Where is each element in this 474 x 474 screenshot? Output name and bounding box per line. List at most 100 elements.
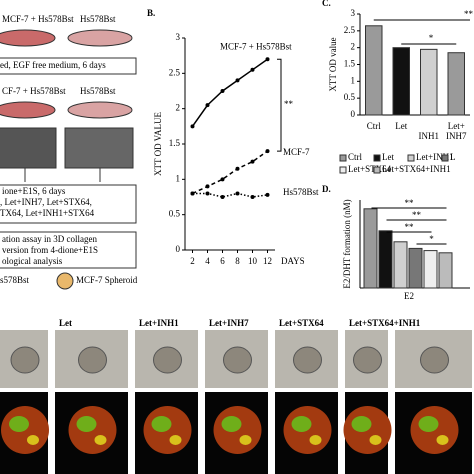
bar [392, 47, 410, 116]
legend-swatch [339, 166, 347, 174]
schematic-text: Hs578Bst [80, 86, 116, 96]
point [250, 195, 255, 199]
schematic-text: ed, EGF free medium, 6 days [0, 60, 106, 70]
series-line [192, 192, 268, 198]
fluorescence-yellow [239, 435, 252, 445]
fluorescence-green [151, 416, 172, 432]
point [250, 67, 255, 72]
y-tick-label: 2.5 [344, 25, 356, 35]
bar [420, 48, 438, 116]
y-tick-label: 1.5 [169, 138, 181, 148]
fluorescence-yellow [309, 435, 322, 445]
annotation: * [429, 234, 434, 244]
annotation: Let+ [448, 121, 465, 131]
point [220, 89, 225, 93]
x-tick-label: Ctrl [367, 121, 382, 131]
series-label: MCF-7 [283, 147, 310, 157]
point [190, 191, 195, 196]
x-tick-label: E2 [404, 291, 414, 301]
fluorescence-green [418, 416, 439, 432]
bar [408, 247, 423, 289]
y-tick-label: 2 [176, 103, 181, 113]
fluorescence-yellow [169, 435, 182, 445]
fluorescence-yellow [436, 435, 449, 445]
spheroid [223, 346, 252, 374]
y-tick-label: 2.5 [169, 67, 181, 77]
x-axis-label: DAYS [281, 256, 305, 266]
annotation: * [429, 33, 434, 43]
x-tick-label: 12 [263, 256, 272, 266]
y-tick-label: 3 [351, 8, 356, 18]
annotation: ** [405, 198, 415, 208]
fluorescence-green [221, 416, 242, 432]
y-axis-label: E2/DHT formation (nM) [342, 199, 352, 288]
series-label: MCF-7 + Hs578Bst [220, 41, 292, 51]
y-tick-label: 0.5 [169, 209, 181, 219]
panel-title: B. [147, 8, 155, 18]
bar [423, 250, 438, 289]
point [205, 184, 210, 189]
x-tick-label: 4 [205, 256, 210, 266]
schematic-shapes [0, 29, 137, 290]
bar [363, 208, 378, 289]
fluorescence-yellow [369, 435, 382, 445]
legend-label: Let+STX64+INH1 [382, 164, 451, 174]
point [190, 124, 195, 129]
bracket [277, 58, 282, 152]
annotation: ** [284, 99, 294, 109]
y-tick-label: 2 [351, 42, 356, 52]
bar [447, 52, 465, 116]
legend-swatch [373, 154, 381, 162]
y-tick-label: 1.5 [344, 59, 356, 69]
micrograph-label: Let+STX64 [279, 318, 324, 328]
micrograph-label: Let+STX64+INH1 [349, 318, 421, 328]
schematic-text: version from 4-dione+E1S [2, 245, 98, 255]
y-tick-label: 1 [176, 173, 181, 183]
point [235, 191, 240, 196]
series-label: Hs578Bst [283, 187, 319, 197]
fluorescence-green [351, 416, 372, 432]
point [205, 191, 210, 196]
y-tick-label: 0 [176, 244, 181, 254]
y-axis-label: XTT OD value [328, 37, 338, 91]
point [265, 192, 270, 197]
annotation: ** [464, 9, 474, 19]
y-axis-label: XTT OD VALUE [153, 112, 163, 177]
schematic-text: MCF-7 Spheroid [76, 275, 138, 285]
schematic-text: ation assay in 3D collagen [2, 234, 97, 244]
series-line [191, 58, 268, 127]
schematic-text: TX64, Let+INH1+STX64 [0, 208, 95, 218]
schematic-text: CF-7 + Hs578Bst [2, 86, 66, 96]
micrograph-label: Let [59, 318, 72, 328]
bar [393, 241, 408, 289]
x-tick-label: 8 [235, 256, 240, 266]
micrograph-label: Let+INH1 [139, 318, 179, 328]
point [220, 177, 225, 182]
spheroid [78, 346, 107, 374]
legend-swatch [441, 154, 449, 162]
x-tick-label: Let [395, 121, 407, 131]
spheroid [10, 346, 40, 374]
annotation: ** [405, 222, 415, 232]
schematic-text: Hs578Bst [80, 14, 116, 24]
x-tick-label: 10 [248, 256, 258, 266]
bar [438, 252, 453, 289]
panel-title: C. [322, 0, 331, 8]
point [265, 57, 270, 62]
legend-label: Let+STX64 [348, 164, 392, 174]
y-tick-label: 3 [176, 32, 181, 42]
fluorescence-green [291, 416, 312, 432]
y-tick-label: 0 [351, 109, 356, 119]
legend-swatch [339, 154, 347, 162]
annotation: ** [412, 210, 422, 220]
x-tick-label: 6 [220, 256, 225, 266]
point [265, 149, 270, 154]
bar [365, 25, 383, 116]
fluorescence-green [9, 416, 29, 432]
bar [378, 230, 393, 289]
x-tick-label: 2 [190, 256, 195, 266]
spheroid [153, 346, 182, 374]
micrograph-label: Let+INH7 [209, 318, 249, 328]
legend-swatch [407, 154, 415, 162]
